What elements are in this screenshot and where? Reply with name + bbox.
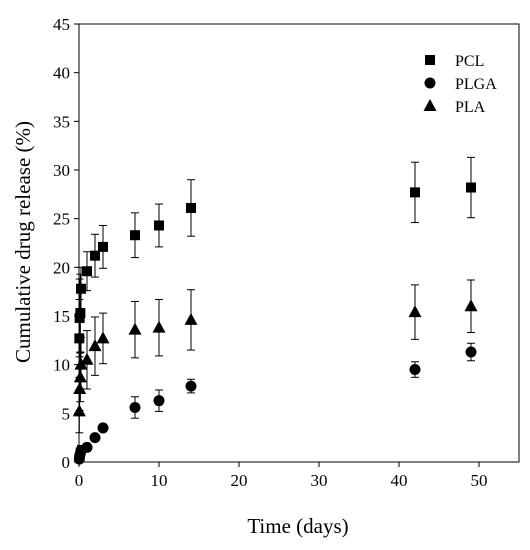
- data-point: [75, 308, 86, 319]
- x-axis-label: Time (days): [247, 514, 348, 538]
- data-point: [73, 382, 87, 394]
- y-tick-label: 35: [53, 112, 70, 131]
- x-tick-label: 30: [311, 471, 328, 490]
- x-tick-label: 0: [75, 471, 84, 490]
- y-tick-label: 20: [53, 258, 70, 277]
- data-point: [464, 299, 478, 312]
- legend-marker: [423, 99, 437, 111]
- data-point: [129, 401, 141, 413]
- data-point: [98, 241, 108, 252]
- data-point: [81, 441, 93, 453]
- x-axis: 0 10 20 30 40 50: [75, 462, 488, 490]
- plot-area: [78, 23, 520, 463]
- y-axis: 0 5 10 15 20 25 30 35 40 45: [53, 15, 79, 472]
- data-point: [408, 305, 422, 318]
- data-point: [74, 357, 88, 370]
- legend-item-pcl: PCL: [425, 53, 484, 70]
- data-point: [409, 364, 421, 376]
- data-point: [184, 312, 198, 325]
- legend-item-plga: PLGA: [424, 76, 497, 93]
- data-point: [80, 352, 94, 365]
- data-point: [466, 182, 476, 193]
- x-tick-label: 50: [471, 471, 488, 490]
- legend-marker: [425, 55, 435, 65]
- y-tick-label: 0: [62, 453, 71, 472]
- data-point: [73, 370, 87, 383]
- y-tick-label: 10: [53, 356, 70, 375]
- legend-label: PCL: [455, 53, 484, 70]
- series-pla: [72, 279, 478, 434]
- y-tick-label: 5: [62, 404, 71, 423]
- data-point: [97, 422, 109, 434]
- plot-border: [78, 23, 520, 463]
- data-point: [410, 187, 420, 198]
- series-plga: [73, 342, 477, 465]
- data-point: [465, 346, 477, 358]
- data-point: [152, 320, 166, 333]
- data-point: [82, 266, 92, 277]
- data-point: [153, 395, 165, 407]
- legend-item-pla: PLA: [423, 99, 486, 116]
- x-tick-label: 10: [151, 471, 168, 490]
- y-tick-label: 40: [53, 64, 70, 83]
- y-tick-label: 45: [53, 15, 70, 34]
- legend-label: PLA: [455, 99, 486, 116]
- data-point: [128, 322, 142, 335]
- y-tick-label: 25: [53, 210, 70, 229]
- data-point: [76, 283, 86, 294]
- x-tick-label: 20: [231, 471, 248, 490]
- legend-marker: [424, 77, 436, 89]
- y-tick-label: 30: [53, 161, 70, 180]
- data-point: [88, 339, 102, 352]
- y-tick-label: 15: [53, 307, 70, 326]
- data-point: [154, 220, 164, 231]
- data-point: [130, 230, 140, 241]
- y-axis-label: Cumulative drug release (%): [11, 121, 35, 363]
- data-point: [186, 202, 196, 213]
- data-series: [72, 156, 478, 465]
- data-point: [185, 380, 197, 392]
- legend: PCL PLGA PLA: [423, 53, 497, 116]
- x-tick-label: 40: [391, 471, 408, 490]
- data-point: [90, 250, 100, 261]
- data-point: [89, 432, 101, 444]
- series-pcl: [74, 156, 476, 378]
- data-point: [96, 331, 110, 344]
- legend-label: PLGA: [455, 76, 497, 93]
